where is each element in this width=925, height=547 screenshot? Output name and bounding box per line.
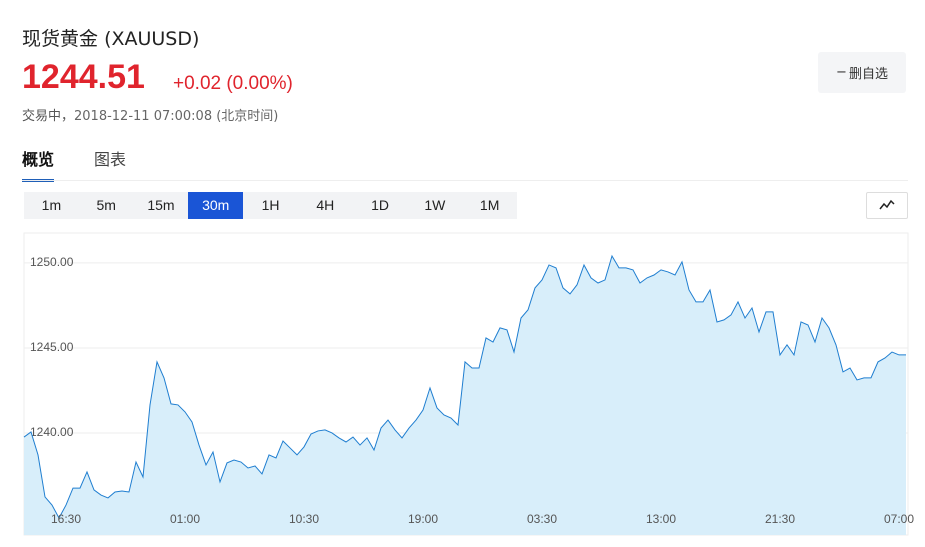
tabs: 概览 图表 (22, 146, 126, 182)
instrument-symbol: (XAUUSD) (104, 28, 200, 50)
separator (22, 180, 908, 181)
y-tick-label: 1245.00 (30, 340, 74, 354)
status-line: 交易中，2018-12-11 07:00:08 (北京时间) (22, 105, 278, 124)
interval-button[interactable]: 30m (188, 192, 244, 219)
timestamp: 2018-12-11 07:00:08 (74, 109, 213, 124)
x-tick-label: 16:30 (51, 512, 81, 526)
x-tick-label: 01:00 (170, 512, 200, 526)
x-tick-label: 10:30 (289, 512, 319, 526)
watchlist-button[interactable]: − 删自选 (818, 52, 906, 93)
x-tick-label: 07:00 (884, 512, 914, 526)
x-tick-label: 03:30 (527, 512, 557, 526)
x-tick-label: 13:00 (646, 512, 676, 526)
interval-button[interactable]: 4H (316, 197, 335, 213)
timezone: (北京时间) (216, 109, 279, 124)
plot-frame (23, 232, 909, 536)
chart-type-button[interactable] (866, 192, 908, 219)
interval-bar: 1m 5m 15m 30m 1H 4H 1D 1W 1M (24, 192, 517, 219)
tab[interactable]: 概览 (22, 146, 55, 182)
instrument-title: 现货黄金 (XAUUSD) (22, 24, 199, 51)
y-tick-label: 1235.00 (30, 510, 74, 524)
tab[interactable]: 图表 (94, 150, 127, 169)
price-line (23, 254, 906, 520)
chart-type-icon (879, 199, 895, 210)
x-tick-label: 19:00 (408, 512, 438, 526)
price: 1244.51 (22, 58, 145, 96)
interval-button[interactable]: 5m (96, 197, 116, 213)
y-tick-label: 1240.00 (30, 425, 74, 439)
area-fill (24, 255, 906, 535)
price-change: +0.02 (0.00%) (173, 73, 293, 94)
watchlist-label: 删自选 (848, 67, 888, 82)
interval-button[interactable]: 1M (479, 197, 500, 213)
interval-button[interactable]: 15m (147, 197, 175, 213)
x-tick-label: 21:30 (765, 512, 795, 526)
interval-button[interactable]: 1W (424, 197, 446, 213)
interval-button[interactable]: 1D (371, 197, 390, 213)
y-tick-label: 1250.00 (30, 255, 74, 269)
instrument-name: 现货黄金 (22, 28, 99, 50)
trade-status: 交易中， (22, 109, 75, 124)
interval-button[interactable]: 1m (41, 197, 62, 213)
interval-button[interactable]: 1H (261, 197, 280, 213)
